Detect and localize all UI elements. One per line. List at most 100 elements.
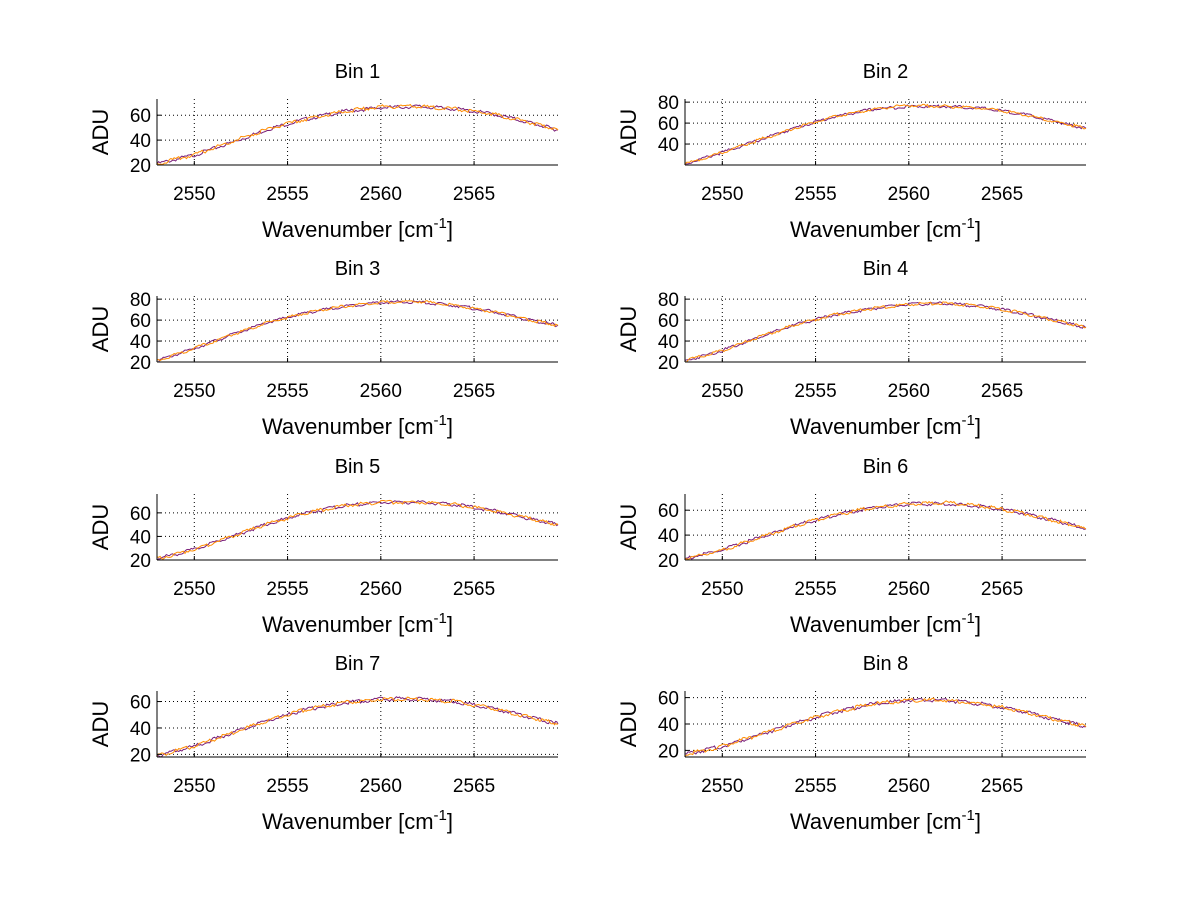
x-axis-label-text: Wavenumber [cm xyxy=(262,612,434,637)
x-axis-label-superscript: -1 xyxy=(434,215,447,232)
x-axis-label-text: Wavenumber [cm xyxy=(790,612,962,637)
x-tick-label: 2560 xyxy=(888,776,930,797)
y-axis-label: ADU xyxy=(616,701,641,747)
x-axis-label-text: Wavenumber [cm xyxy=(790,217,962,242)
y-tick-label: 60 xyxy=(658,114,679,135)
y-tick-label: 20 xyxy=(130,745,151,766)
x-tick-label: 2550 xyxy=(701,776,743,797)
y-tick-label: 20 xyxy=(658,551,679,572)
series-line-2 xyxy=(684,697,1087,757)
x-tick-label: 2560 xyxy=(888,184,930,205)
x-axis-label-superscript: -1 xyxy=(962,807,975,824)
x-axis-label-end: ] xyxy=(975,612,981,637)
x-tick-label: 2560 xyxy=(360,381,402,402)
x-tick-label: 2550 xyxy=(173,184,215,205)
x-axis-label-text: Wavenumber [cm xyxy=(262,217,434,242)
y-tick-label: 40 xyxy=(130,527,151,548)
y-tick-label: 60 xyxy=(658,689,679,710)
x-tick-label: 2550 xyxy=(701,184,743,205)
x-tick-label: 2550 xyxy=(701,381,743,402)
x-axis-label: Wavenumber [cm-1] xyxy=(790,215,981,242)
y-tick-label: 60 xyxy=(130,106,151,127)
y-tick-label: 80 xyxy=(658,93,679,114)
series-line-1 xyxy=(156,499,559,561)
y-tick-label: 80 xyxy=(130,290,151,311)
y-tick-label: 60 xyxy=(130,504,151,525)
x-axis-label-text: Wavenumber [cm xyxy=(790,809,962,834)
panel-8: Bin 8 2550 2555 2560 2565 20 40 60 ADU Wavenumber… xyxy=(616,653,1087,834)
x-axis-label: Wavenumber [cm-1] xyxy=(262,412,453,439)
y-tick-label: 20 xyxy=(130,353,151,374)
x-tick-label: 2555 xyxy=(266,776,308,797)
series-line-1 xyxy=(157,300,559,363)
x-tick-label: 2565 xyxy=(453,381,495,402)
series-line-1 xyxy=(157,696,559,758)
panel-title: Bin 7 xyxy=(335,653,381,675)
series-line-2 xyxy=(156,103,559,166)
x-tick-label: 2550 xyxy=(173,579,215,600)
panel-7: Bin 7 2550 2555 2560 2565 20 40 60 ADU Wavenumber… xyxy=(88,653,559,834)
y-tick-label: 40 xyxy=(130,719,151,740)
x-tick-label: 2565 xyxy=(981,381,1023,402)
y-axis-label: ADU xyxy=(88,701,113,747)
x-tick-label: 2565 xyxy=(453,579,495,600)
x-tick-label: 2550 xyxy=(701,579,743,600)
y-tick-label: 80 xyxy=(658,290,679,311)
x-axis-label-end: ] xyxy=(447,809,453,834)
series-line-2 xyxy=(684,103,1087,165)
x-tick-label: 2555 xyxy=(266,381,308,402)
x-axis-label: Wavenumber [cm-1] xyxy=(790,610,981,637)
x-tick-label: 2565 xyxy=(981,776,1023,797)
y-axis-label: ADU xyxy=(616,306,641,352)
y-tick-label: 40 xyxy=(658,332,679,353)
panel-title: Bin 5 xyxy=(335,456,381,478)
panel-title: Bin 1 xyxy=(335,61,381,83)
x-axis-label-text: Wavenumber [cm xyxy=(262,809,434,834)
x-tick-label: 2565 xyxy=(981,184,1023,205)
y-tick-label: 40 xyxy=(658,715,679,736)
x-tick-label: 2550 xyxy=(173,776,215,797)
x-tick-label: 2560 xyxy=(888,381,930,402)
panel-6: Bin 6 2550 2555 2560 2565 20 40 60 ADU Wavenumber… xyxy=(616,456,1087,637)
x-tick-label: 2560 xyxy=(888,579,930,600)
y-axis-label: ADU xyxy=(88,504,113,550)
x-axis-label: Wavenumber [cm-1] xyxy=(790,412,981,439)
x-axis-label-text: Wavenumber [cm xyxy=(790,414,962,439)
x-tick-label: 2560 xyxy=(360,776,402,797)
x-axis-label-end: ] xyxy=(975,414,981,439)
series-line-2 xyxy=(156,499,559,560)
series-line-1 xyxy=(684,104,1087,165)
x-axis-label-end: ] xyxy=(447,217,453,242)
series-line-1 xyxy=(684,697,1087,755)
panel-1: Bin 1 2550 2555 2560 2565 20 40 60 ADU Wavenumber… xyxy=(88,61,559,242)
y-tick-label: 40 xyxy=(130,332,151,353)
y-tick-label: 60 xyxy=(658,311,679,332)
y-tick-label: 20 xyxy=(658,353,679,374)
x-axis-label-end: ] xyxy=(447,612,453,637)
x-axis-label-end: ] xyxy=(447,414,453,439)
series-line-1 xyxy=(156,104,559,165)
y-tick-label: 40 xyxy=(130,131,151,152)
x-tick-label: 2560 xyxy=(360,579,402,600)
x-axis-label: Wavenumber [cm-1] xyxy=(262,610,453,637)
x-tick-label: 2555 xyxy=(266,579,308,600)
y-tick-label: 60 xyxy=(658,501,679,522)
series-line-2 xyxy=(684,500,1087,560)
x-tick-label: 2555 xyxy=(266,184,308,205)
x-axis-label-end: ] xyxy=(975,217,981,242)
x-tick-label: 2565 xyxy=(453,184,495,205)
panel-title: Bin 3 xyxy=(335,258,381,280)
x-tick-label: 2555 xyxy=(794,776,836,797)
y-tick-label: 60 xyxy=(130,311,151,332)
x-tick-label: 2565 xyxy=(453,776,495,797)
x-axis-label-end: ] xyxy=(975,809,981,834)
panel-title: Bin 6 xyxy=(863,456,909,478)
y-axis-label: ADU xyxy=(88,306,113,352)
y-axis-label: ADU xyxy=(616,504,641,550)
x-axis-label-text: Wavenumber [cm xyxy=(262,414,434,439)
series-line-2 xyxy=(684,301,1087,363)
y-tick-label: 60 xyxy=(130,693,151,714)
x-axis-label-superscript: -1 xyxy=(434,412,447,429)
